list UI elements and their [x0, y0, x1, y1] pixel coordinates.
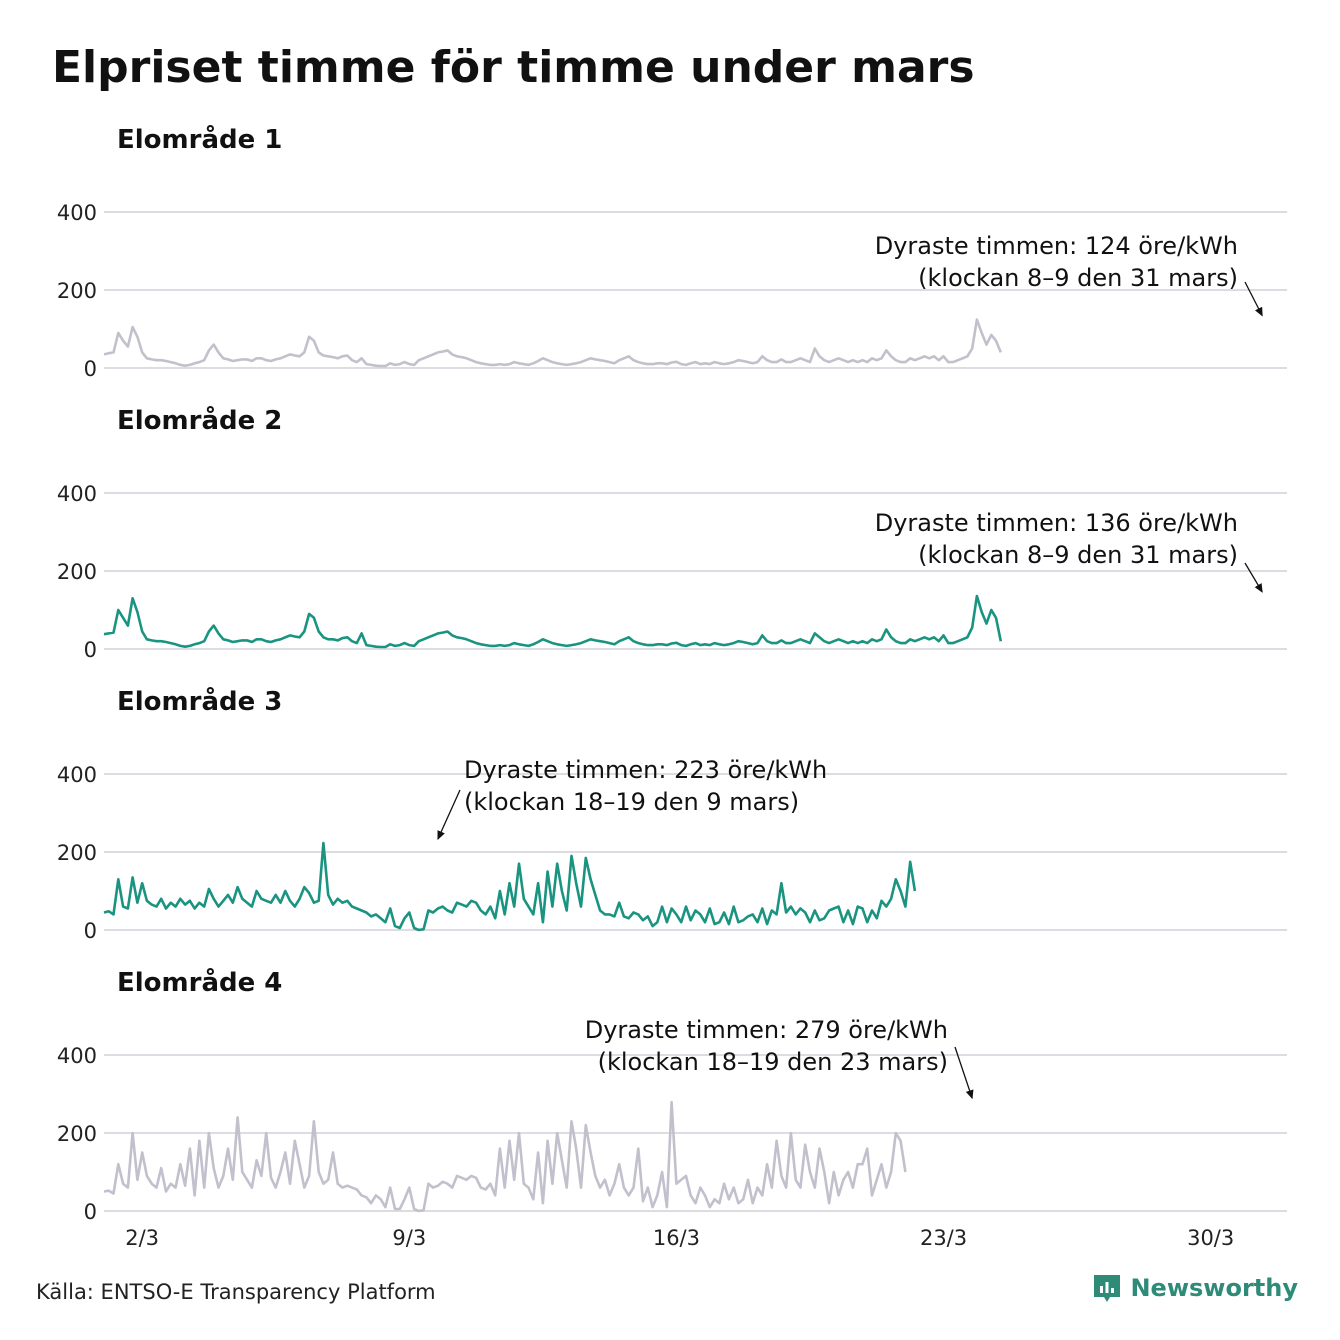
- peak-annotation-time: (klockan 18–19 den 23 mars): [598, 1048, 948, 1076]
- peak-annotation-time: (klockan 18–19 den 9 mars): [464, 788, 799, 816]
- peak-arrow: [1244, 281, 1263, 317]
- y-tick-label: 200: [57, 1122, 97, 1146]
- x-tick-label: 30/3: [1187, 1226, 1234, 1250]
- page-title: Elpriset timme för timme under mars: [52, 42, 975, 93]
- peak-annotation: Dyraste timmen: 136 öre/kWh: [875, 509, 1238, 537]
- peak-arrow: [954, 1046, 974, 1100]
- y-tick-label: 400: [57, 763, 97, 787]
- panel-title-3: Elområde 3: [117, 685, 282, 717]
- y-tick-label: 0: [84, 638, 97, 662]
- brand-name: Newsworthy: [1130, 1274, 1298, 1302]
- series-line-4: [103, 1100, 907, 1213]
- peak-annotation-time: (klockan 8–9 den 31 mars): [918, 541, 1238, 569]
- y-tick-label: 400: [57, 482, 97, 506]
- y-tick-label: 400: [57, 201, 97, 225]
- peak-annotation: Dyraste timmen: 279 öre/kWh: [585, 1016, 948, 1044]
- x-tick-label: 9/3: [392, 1226, 426, 1250]
- peak-annotation: Dyraste timmen: 223 öre/kWh: [464, 756, 827, 784]
- newsworthy-icon: [1094, 1275, 1121, 1302]
- series-line-3: [103, 841, 917, 932]
- peak-arrow: [437, 789, 461, 840]
- source-note: Källa: ENTSO-E Transparency Platform: [36, 1280, 436, 1304]
- panel-title-1: Elområde 1: [117, 123, 282, 155]
- y-tick-label: 200: [57, 841, 97, 865]
- peak-annotation-time: (klockan 8–9 den 31 mars): [918, 264, 1238, 292]
- series-line-2: [103, 594, 1003, 649]
- y-tick-label: 200: [57, 279, 97, 303]
- panel-title-4: Elområde 4: [117, 966, 282, 998]
- y-tick-label: 200: [57, 560, 97, 584]
- series-line-1: [103, 318, 1003, 368]
- panel-title-2: Elområde 2: [117, 404, 282, 436]
- y-tick-label: 400: [57, 1044, 97, 1068]
- peak-arrow: [1244, 562, 1263, 593]
- y-tick-label: 0: [84, 357, 97, 381]
- peak-annotation: Dyraste timmen: 124 öre/kWh: [875, 232, 1238, 260]
- x-tick-label: 2/3: [125, 1226, 159, 1250]
- y-tick-label: 0: [84, 919, 97, 943]
- y-tick-label: 0: [84, 1200, 97, 1224]
- brand-logo: Newsworthy: [1092, 1273, 1298, 1303]
- x-tick-label: 16/3: [653, 1226, 700, 1250]
- x-tick-label: 23/3: [920, 1226, 967, 1250]
